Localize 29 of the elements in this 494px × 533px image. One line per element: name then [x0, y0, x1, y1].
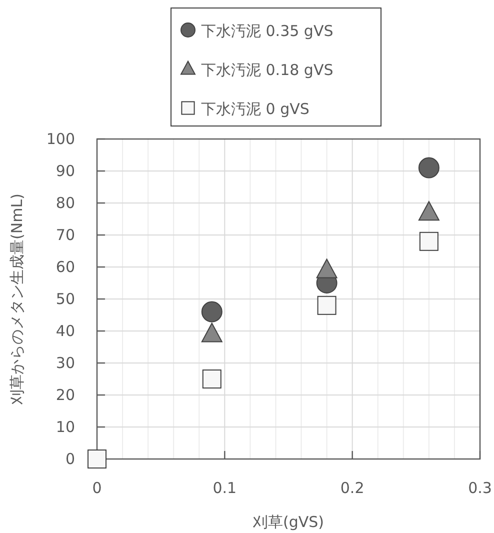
- x-tick-label: 0: [92, 479, 102, 497]
- y-tick-label: 100: [46, 130, 75, 148]
- point: [317, 296, 336, 315]
- point: [419, 232, 438, 251]
- y-tick-label: 30: [56, 354, 75, 372]
- point: [202, 370, 222, 388]
- point: [201, 322, 222, 342]
- legend-label: 下水汚泥 0.35 gVS: [201, 22, 334, 40]
- point: [88, 450, 106, 468]
- y-tick-label: 50: [56, 290, 75, 308]
- y-tick-label: 70: [56, 226, 75, 244]
- y-tick-label: 0: [65, 450, 75, 468]
- y-axis-title: 刈草からのメタン生成量(NmL): [8, 194, 26, 406]
- legend-label: 下水汚泥 0.18 gVS: [201, 61, 334, 79]
- legend-label: 下水汚泥 0 gVS: [201, 100, 310, 118]
- y-tick-label: 40: [56, 322, 75, 340]
- y-tick-label: 10: [56, 418, 75, 436]
- x-tick-label: 0.1: [212, 479, 237, 497]
- x-tick-label: 0.3: [468, 479, 492, 497]
- y-tick-label: 60: [56, 258, 75, 276]
- point: [418, 157, 440, 178]
- y-tick-label: 80: [56, 194, 75, 212]
- x-axis-title: 刈草(gVS): [252, 513, 324, 531]
- x-tick-label: 0.2: [340, 479, 364, 497]
- point: [201, 301, 222, 322]
- y-tick-label: 90: [56, 162, 75, 180]
- y-tick-label: 20: [56, 386, 75, 404]
- point: [316, 258, 338, 278]
- point: [418, 201, 440, 221]
